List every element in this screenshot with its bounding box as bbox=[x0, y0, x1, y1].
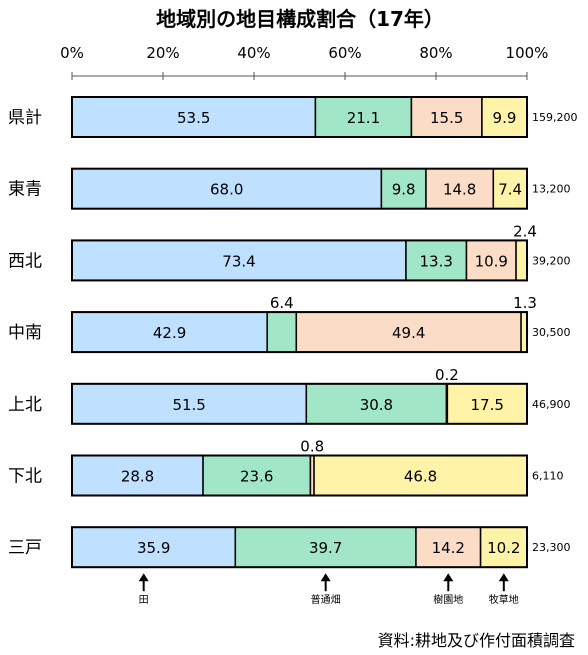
bar-segment bbox=[266, 311, 298, 353]
marker-arrow-head bbox=[138, 573, 149, 582]
total-label: 159,200 bbox=[532, 111, 578, 124]
x-tick-label: 80% bbox=[419, 44, 452, 62]
data-label: 14.8 bbox=[443, 181, 476, 199]
bar-segment bbox=[465, 239, 517, 282]
x-tick-label: 60% bbox=[328, 44, 361, 62]
x-tick-label: 20% bbox=[146, 44, 179, 62]
data-label: 9.8 bbox=[392, 181, 416, 199]
total-label: 30,500 bbox=[532, 326, 571, 339]
total-labels: 159,200 13,200 39,200 30,500 46,900 6,110 23,3… bbox=[532, 111, 578, 554]
series-name: 牧草地 bbox=[489, 593, 519, 606]
data-label: 9.9 bbox=[493, 109, 517, 127]
data-label: 7.4 bbox=[498, 181, 522, 199]
data-label: 1.3 bbox=[513, 294, 537, 312]
bar-outline bbox=[71, 96, 528, 138]
data-label: 15.5 bbox=[430, 109, 463, 127]
data-label: 13.3 bbox=[420, 252, 453, 270]
bar-segment bbox=[295, 311, 522, 353]
region-label: 西北 bbox=[8, 251, 42, 271]
bar-segment bbox=[71, 311, 268, 353]
data-label: 0.2 bbox=[435, 366, 459, 384]
bar-segment bbox=[410, 96, 483, 138]
data-label: 21.1 bbox=[347, 109, 380, 127]
data-label: 2.4 bbox=[513, 222, 537, 240]
total-label: 23,300 bbox=[532, 541, 571, 554]
data-label: 23.6 bbox=[240, 468, 273, 486]
bar-segment bbox=[314, 96, 413, 138]
data-label: 73.4 bbox=[222, 252, 255, 270]
region-label: 東青 bbox=[8, 180, 42, 200]
region-label: 県計 bbox=[8, 108, 42, 128]
data-label: 42.9 bbox=[153, 324, 186, 342]
data-label: 39.7 bbox=[309, 539, 342, 557]
bar-segment bbox=[71, 454, 204, 497]
data-label: 14.2 bbox=[432, 539, 465, 557]
marker-arrow-head bbox=[498, 573, 509, 582]
data-label: 28.8 bbox=[121, 468, 154, 486]
x-tick-label: 0% bbox=[60, 44, 84, 62]
data-label: 68.0 bbox=[210, 181, 243, 199]
region-label: 中南 bbox=[8, 323, 42, 343]
data-label: 17.5 bbox=[470, 396, 503, 414]
marker-arrow-head bbox=[443, 573, 454, 582]
data-label: 10.2 bbox=[487, 539, 520, 557]
series-name: 普通畑 bbox=[311, 593, 341, 606]
marker-arrow-head bbox=[320, 573, 331, 582]
data-label: 6.4 bbox=[270, 294, 294, 312]
data-label: 53.5 bbox=[177, 109, 210, 127]
region-label: 三戸 bbox=[8, 538, 42, 558]
bar-outline bbox=[71, 167, 528, 210]
bar-outline bbox=[71, 382, 528, 425]
x-tick-label: 100% bbox=[506, 44, 549, 62]
series-name: 樹園地 bbox=[433, 593, 463, 606]
total-label: 13,200 bbox=[532, 183, 571, 196]
bar-segment bbox=[71, 526, 237, 568]
bar-outline bbox=[71, 239, 528, 282]
bar-segment bbox=[305, 383, 448, 425]
data-label: 0.8 bbox=[300, 438, 324, 456]
total-label: 6,110 bbox=[532, 470, 564, 483]
data-label: 35.9 bbox=[137, 539, 170, 557]
total-label: 46,900 bbox=[532, 398, 571, 411]
bar-outline bbox=[71, 454, 528, 497]
series-name: 田 bbox=[139, 595, 149, 606]
data-label: 49.4 bbox=[392, 324, 425, 342]
bars: 53.5 21.1 15.5 9.9 68.0 9.8 14.8 7.4 73.4 13.3 10.… bbox=[71, 96, 537, 569]
region-label: 上北 bbox=[8, 395, 42, 415]
source-note: 資料:耕地及び作付面積調査 bbox=[378, 631, 575, 650]
bar-outline bbox=[71, 526, 528, 569]
bar-segment bbox=[71, 239, 407, 282]
data-label: 10.9 bbox=[475, 252, 508, 270]
data-label: 30.8 bbox=[360, 396, 393, 414]
total-label: 39,200 bbox=[532, 254, 571, 267]
x-axis: 0% 20% 40% 60% 80% 100% bbox=[60, 44, 548, 80]
region-label: 下北 bbox=[8, 467, 42, 487]
x-tick-label: 40% bbox=[237, 44, 270, 62]
data-label: 51.5 bbox=[172, 396, 205, 414]
series-markers: 田 普通畑 樹園地 牧草地 bbox=[138, 573, 519, 606]
bar-outline bbox=[71, 311, 528, 354]
bar-segment bbox=[515, 239, 528, 282]
data-label: 46.8 bbox=[404, 468, 437, 486]
chart-title: 地域別の地目構成割合（17年） bbox=[156, 7, 444, 31]
